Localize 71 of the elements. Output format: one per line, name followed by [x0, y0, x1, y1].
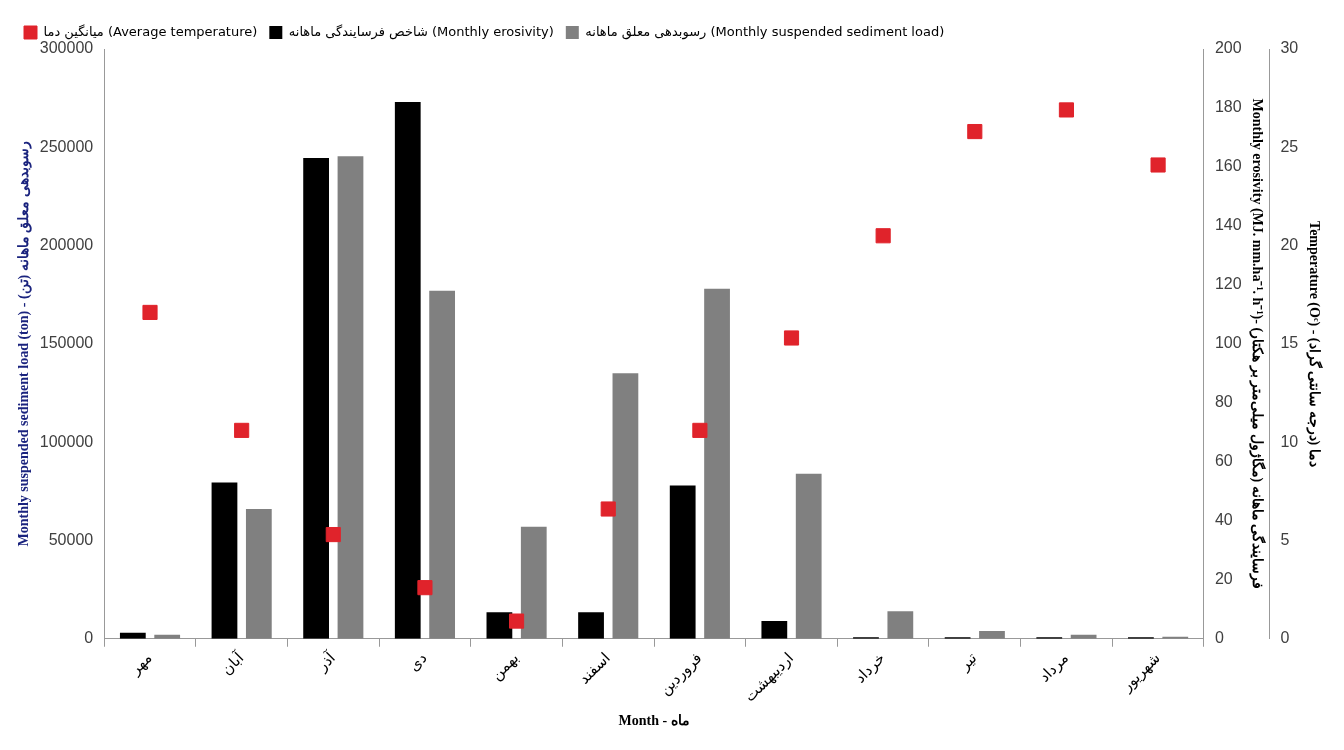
y-tick-label: 100000: [39, 432, 94, 450]
y-tick-label: 200000: [39, 235, 94, 253]
x-tick-label: آبان: [217, 648, 248, 679]
point: [783, 330, 800, 346]
y2-tick-label: 40: [1214, 511, 1233, 529]
point: [875, 228, 891, 244]
x-tick-label: اردیبهشت: [740, 648, 798, 706]
x-tick-label: بهمن: [487, 648, 523, 684]
x-tick-label: اسفند: [575, 648, 614, 688]
y2-axis-title: Monthly erosivity (MJ. mm.ha⁻¹. h⁻¹)- فرسایندگی ماهانه (مگاژول میلی‌متر بر هکتار): [1249, 98, 1267, 590]
x-tick-label: خرداد: [851, 648, 889, 687]
y-tick-label: 250000: [39, 137, 94, 155]
y2-tick-label: 140: [1214, 216, 1242, 234]
y2-tick-label: 60: [1214, 452, 1233, 470]
bar: [245, 509, 272, 639]
y-tick-label: 150000: [39, 334, 94, 352]
point: [417, 580, 433, 596]
y2-tick-label: 80: [1214, 393, 1233, 411]
y2-tick-label: 160: [1214, 157, 1242, 175]
y-tick-label: 50000: [48, 530, 94, 548]
bar: [795, 473, 822, 639]
y3-tick-label: 0: [1280, 629, 1290, 647]
bar: [669, 485, 696, 639]
point: [1150, 157, 1166, 173]
x-tick-label: فروردین: [655, 648, 706, 699]
y2-tick-label: 180: [1214, 98, 1242, 116]
x-axis-title: Month - ماه: [618, 713, 690, 729]
bar: [761, 621, 788, 639]
y3-tick-label: 15: [1280, 334, 1299, 352]
point: [509, 613, 525, 629]
y2-tick-label: 200: [1214, 39, 1242, 57]
y2-tick-label: 120: [1214, 275, 1242, 293]
bar: [303, 158, 329, 639]
x-tick-label: دی: [404, 648, 431, 675]
y-tick-label: 0: [84, 629, 94, 647]
x-tick-label: آذر: [312, 648, 340, 676]
point: [234, 422, 250, 438]
y2-tick-label: 100: [1214, 334, 1242, 352]
point: [142, 304, 158, 320]
x-tick-label: مرداد: [1035, 648, 1073, 686]
point: [325, 527, 341, 543]
bar: [429, 290, 456, 639]
bar: [337, 156, 364, 639]
bar: [704, 288, 730, 639]
x-tick-label: مهر: [125, 648, 156, 679]
y3-tick-label: 25: [1280, 137, 1299, 155]
y3-tick-label: 10: [1280, 432, 1299, 450]
bar: [578, 612, 604, 639]
bar: [211, 482, 238, 639]
x-tick-label: شهریور: [1117, 648, 1164, 696]
y-tick-label: 300000: [39, 39, 94, 57]
y3-tick-label: 30: [1280, 39, 1299, 57]
y3-tick-label: 5: [1280, 530, 1290, 548]
y3-axis-title: Temperature (Oᶜ) - دما (درجه سانتی گراد): [1305, 221, 1323, 467]
y2-tick-label: 0: [1214, 629, 1224, 647]
y2-tick-label: 20: [1214, 570, 1233, 588]
legend-label: شاخص فرسایندگی ماهانه (Monthly erosivity): [288, 23, 554, 40]
bar: [520, 526, 547, 639]
point: [967, 124, 983, 140]
y-axis-title: Monthly suspended sediment load (ton) - رسوبدهی معلق ماهانه (تن): [16, 141, 33, 547]
bar: [979, 630, 1005, 639]
bar: [612, 373, 639, 639]
bar: [887, 611, 914, 639]
point: [1058, 102, 1075, 118]
legend-label: میانگین دما (Average temperature): [43, 23, 258, 40]
legend-label: رسوبدهی معلق ماهانه (Monthly suspended sediment load): [585, 23, 945, 40]
point: [692, 422, 708, 438]
x-tick-label: تیر: [954, 648, 981, 675]
point: [600, 501, 616, 517]
y3-tick-label: 20: [1280, 235, 1299, 253]
bar: [394, 102, 421, 639]
